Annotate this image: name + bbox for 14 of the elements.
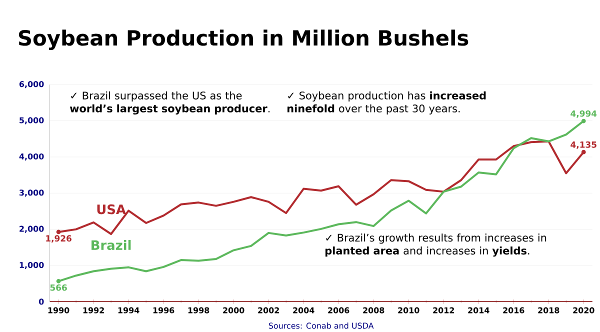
chart-title: Soybean Production in Million Bushels bbox=[18, 30, 468, 50]
data-label: 4,135 bbox=[570, 141, 596, 149]
point bbox=[581, 118, 586, 124]
series-label: USA bbox=[97, 204, 126, 214]
data-label: 4,994 bbox=[570, 110, 597, 118]
text: ✓ Soybean production has increased ninefold over the past 30 years. bbox=[287, 91, 486, 114]
annotation: ✓ Brazil surpassed the US as the world’s largest soybean producer. bbox=[70, 91, 270, 115]
data-label: 1,926 bbox=[46, 235, 72, 243]
data-label: 566 bbox=[50, 284, 67, 291]
series-label: Brazil bbox=[92, 240, 131, 250]
point bbox=[56, 278, 61, 284]
point bbox=[581, 150, 586, 154]
annotation: ✓ Brazil’s growth results from increases in planted area and increases in yields. bbox=[325, 234, 546, 257]
point bbox=[56, 230, 61, 234]
